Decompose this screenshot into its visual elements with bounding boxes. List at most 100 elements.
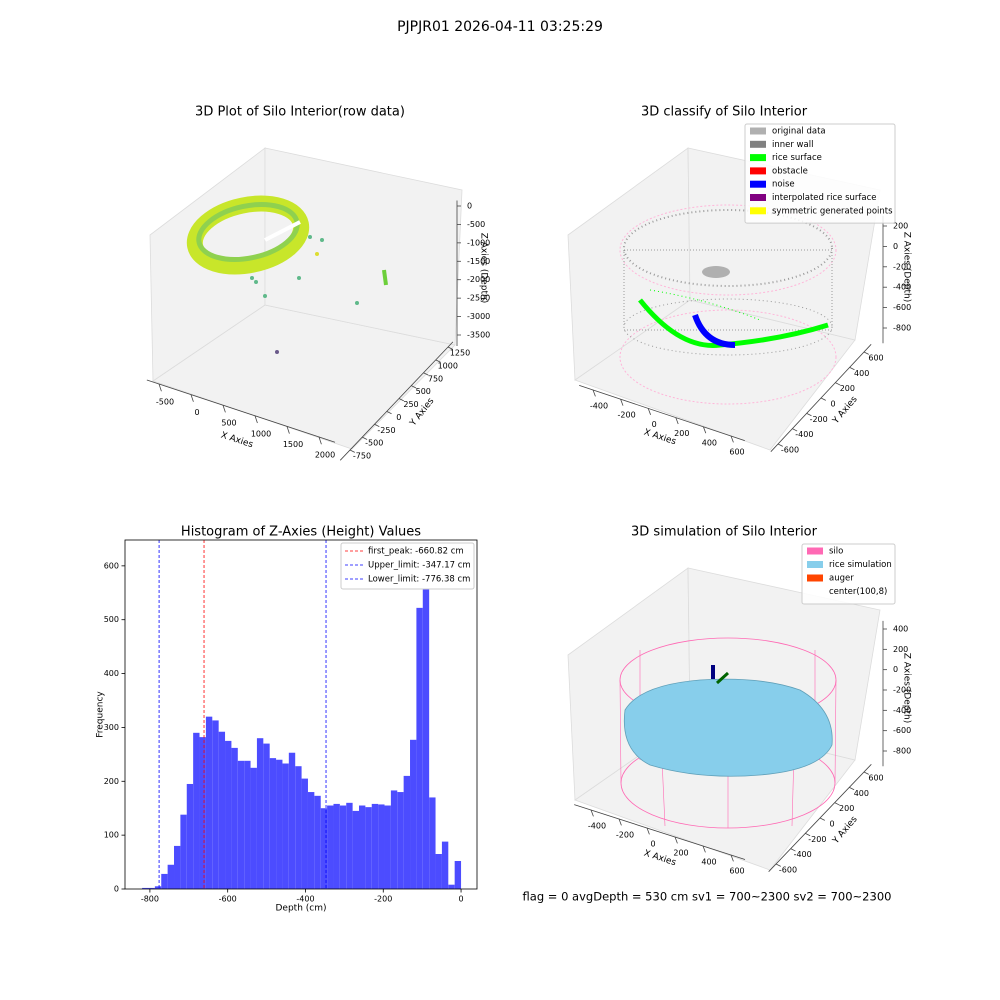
z-tick-label: 0 [893, 242, 898, 251]
bar [237, 760, 245, 889]
tick-mark [374, 423, 380, 428]
x-axis-label: X Axies [219, 431, 254, 451]
tick-mark [702, 845, 706, 853]
bar [403, 775, 411, 889]
bar [333, 803, 340, 889]
rice-simulation [623, 678, 833, 777]
x-tick-label: -500 [156, 398, 174, 407]
y-tick-label: 750 [428, 374, 443, 383]
tick-mark [286, 426, 290, 434]
tick-mark [834, 802, 840, 806]
bar [384, 805, 391, 889]
legend-swatch [750, 127, 766, 135]
chart-title: 3D Plot of Silo Interior(row data) [195, 105, 405, 120]
tick-mark [647, 408, 651, 415]
x-tick-label: 500 [221, 419, 236, 428]
bar [161, 873, 168, 889]
tick-mark [703, 426, 707, 434]
tick-mark [362, 436, 368, 440]
tick-mark [435, 359, 441, 363]
z-tick-label: 200 [893, 645, 908, 654]
bar [441, 841, 449, 889]
bar [269, 758, 277, 889]
x-tick-label: -200 [616, 831, 634, 840]
bar [320, 808, 328, 889]
z-tick-label: 0 [467, 202, 472, 211]
bar [352, 810, 359, 889]
tick-mark [318, 436, 322, 445]
bar [435, 853, 442, 889]
y-tick-label: 100 [104, 831, 119, 840]
x-tick-label: 200 [674, 429, 689, 438]
silo-outline [619, 204, 837, 296]
z-tick-label: 200 [893, 222, 908, 231]
legend-swatch [750, 207, 766, 215]
z-tick-label: -1500 [467, 257, 490, 266]
y-tick-label: 200 [840, 384, 855, 393]
bar [454, 860, 462, 889]
point-cloud [382, 269, 388, 286]
z-tick-label: -3500 [467, 331, 490, 340]
x-tick-label: 1000 [251, 429, 271, 438]
chart-title: 3D classify of Silo Interior [641, 105, 808, 120]
tick-mark [590, 809, 594, 817]
bar [358, 805, 366, 889]
tick-mark [254, 415, 258, 424]
legend-label: silo [829, 547, 843, 557]
y-tick-label: 600 [868, 354, 883, 363]
x-tick-label: 1500 [283, 440, 303, 449]
tick-mark [618, 818, 622, 826]
bar [212, 720, 219, 889]
bar [346, 802, 353, 889]
bar [365, 807, 372, 889]
tick-mark [674, 836, 678, 844]
axis-line [339, 341, 454, 461]
bar [142, 887, 149, 889]
x-tick-label: 600 [729, 867, 744, 876]
x-axis-label: X Axies [642, 849, 677, 869]
z-tick-label: -2500 [467, 294, 490, 303]
bar [378, 804, 385, 889]
y-tick-label: 400 [854, 369, 869, 378]
bar [250, 767, 257, 889]
bar [244, 760, 251, 889]
z-tick-label: 0 [893, 665, 898, 674]
legend-label: original data [772, 127, 826, 137]
legend-swatch [750, 140, 766, 148]
tick-mark [592, 389, 596, 397]
tick-mark [398, 398, 404, 402]
x-tick-label: -200 [618, 411, 636, 420]
x-tick-label: 400 [701, 858, 716, 867]
tick-mark [863, 771, 869, 775]
silo-outline [619, 309, 837, 405]
z-tick-label: -400 [893, 706, 911, 715]
tick-mark [730, 435, 734, 443]
x-tick-label: -800 [141, 895, 159, 904]
legend-swatch [807, 574, 823, 582]
legend-label: rice surface [772, 153, 822, 163]
x-tick-label: -200 [374, 895, 392, 904]
bar [327, 805, 334, 889]
z-tick-label: -800 [893, 324, 911, 333]
x-tick-label: 600 [729, 448, 744, 457]
y-tick-label: -200 [808, 835, 826, 844]
tick-mark [806, 412, 812, 417]
y-tick-label: 500 [416, 387, 431, 396]
x-tick-label: -400 [296, 895, 314, 904]
z-tick-label: -400 [893, 283, 911, 292]
bar [390, 790, 398, 889]
legend-label: symmetric generated points [772, 206, 893, 216]
z-tick-label: -800 [893, 747, 911, 756]
y-tick-label: 250 [403, 400, 418, 409]
legend-box [801, 543, 896, 605]
tick-mark [675, 417, 679, 425]
x-tick-label: 400 [702, 438, 717, 447]
tick-mark [820, 397, 826, 401]
y-tick-label: -600 [779, 866, 797, 875]
legend-swatch [750, 167, 766, 175]
tick-mark [849, 366, 855, 371]
z-tick-label: -600 [893, 726, 911, 735]
bar [314, 795, 321, 889]
tick-mark [835, 382, 841, 386]
point-cloud [250, 235, 359, 354]
